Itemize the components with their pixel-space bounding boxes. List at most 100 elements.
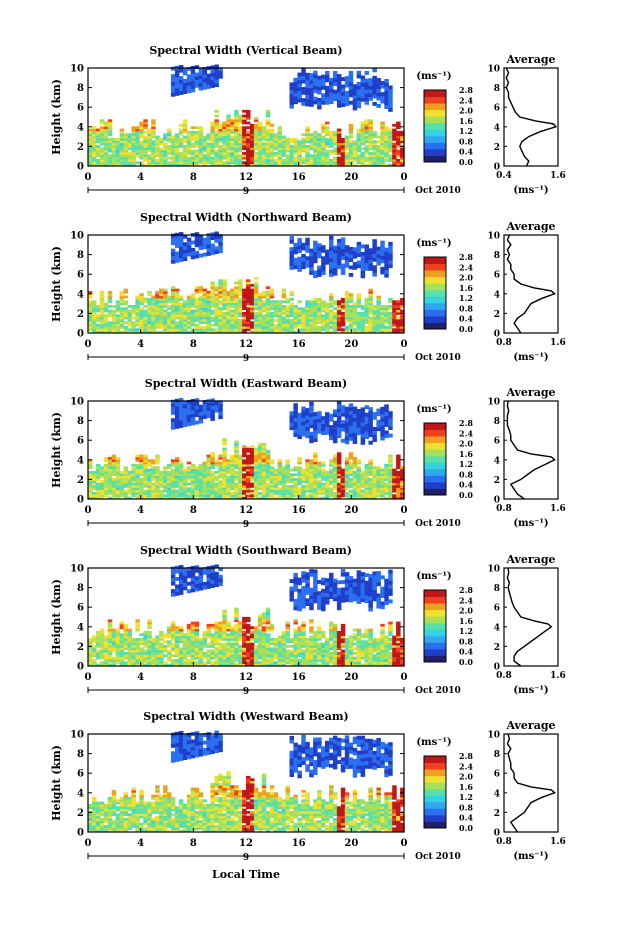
colorbar-swatch [424, 821, 446, 829]
x-tick-label: 20 [344, 838, 358, 849]
average-frame [503, 567, 559, 667]
x-tick-label: 0 [401, 505, 408, 516]
average-x-tick-label: 1.6 [550, 837, 566, 847]
colorbar-tick-label: 2.8 [459, 252, 473, 262]
x-tick-label: 16 [292, 339, 306, 350]
colorbar-swatch [424, 455, 446, 463]
colorbar-swatch [424, 788, 446, 796]
y-tick-label: 8 [77, 250, 84, 261]
colorbar-tick-label: 0.0 [459, 157, 473, 167]
colorbar-swatch [424, 302, 446, 310]
x-tick-label: 16 [292, 838, 306, 849]
average-title: Average [505, 220, 555, 233]
heatmap-cells [88, 771, 405, 833]
x-tick-label: 12 [239, 505, 253, 516]
average-y-tick-label: 0 [494, 163, 500, 173]
colorbar-tick-label: 2.4 [459, 761, 473, 771]
x-tick-label: 16 [292, 672, 306, 683]
average-x-tick-label: 0.8 [496, 338, 512, 348]
y-tick-label: 4 [77, 622, 84, 633]
colorbar-frame [423, 422, 447, 496]
colorbar-tick-label: 2.4 [459, 95, 473, 105]
average-y-tick-label: 6 [494, 437, 500, 447]
x-tick-label: 8 [190, 172, 197, 183]
x-axis-label: Local Time [212, 868, 280, 881]
colorbar-tick-label: 2.8 [459, 585, 473, 595]
colorbar: (ms⁻¹) 0.00.40.81.21.62.02.42.8 [416, 571, 473, 667]
x-tick-label: 8 [190, 838, 197, 849]
panel-title: Spectral Width (Vertical Beam) [149, 44, 342, 57]
x-tick-label: 4 [137, 838, 144, 849]
average-y-tick-label: 8 [494, 417, 500, 427]
colorbar-unit: (ms⁻¹) [416, 571, 451, 582]
x-tick-label: 8 [190, 505, 197, 516]
average-y-tick-label: 4 [494, 290, 500, 300]
y-tick-label: 8 [77, 416, 84, 427]
upper-echo-region [170, 231, 393, 279]
y-tick-label: 0 [77, 662, 84, 673]
colorbar-swatch [424, 296, 446, 304]
colorbar-swatch [424, 148, 446, 156]
average-x-tick-label: 0.8 [496, 837, 512, 847]
average-x-label: (ms⁻¹) [513, 185, 548, 196]
colorbar-tick-label: 0.4 [459, 147, 473, 157]
average-x-label: (ms⁻¹) [513, 685, 548, 696]
colorbar-tick-label: 2.0 [459, 273, 473, 283]
heatmap-cells [88, 438, 405, 500]
x-tick-label: 20 [344, 172, 358, 183]
colorbar-swatch [424, 263, 446, 271]
colorbar-swatch [424, 90, 446, 97]
average-frame [503, 67, 559, 167]
colorbar-swatch [424, 590, 446, 597]
upper-echo-region [170, 398, 393, 445]
y-tick-label: 2 [77, 142, 84, 153]
panel-2: Spectral Width (Northward Beam) 0 2 4 6 8 10 0 4… [50, 211, 566, 364]
colorbar-swatch [424, 309, 446, 317]
y-tick-label: 10 [70, 64, 84, 75]
average-line [506, 234, 556, 334]
colorbar-tick-label: 0.8 [459, 303, 473, 313]
x-tick-label: 4 [137, 339, 144, 350]
x-tick-label: 0 [401, 172, 408, 183]
colorbar-swatch [424, 808, 446, 816]
x-tick-label: 12 [239, 172, 253, 183]
colorbar-tick-label: 2.0 [459, 606, 473, 616]
x-tick-label: 0 [85, 172, 92, 183]
panel-5: Spectral Width (Westward Beam) 0 2 4 6 8 10 0 4 8… [50, 710, 566, 863]
colorbar-swatch [424, 103, 446, 111]
x-tick-label: 0 [85, 505, 92, 516]
colorbar-swatch [424, 814, 446, 822]
colorbar-swatch [424, 283, 446, 291]
colorbar-swatch [424, 468, 446, 476]
y-tick-label: 6 [77, 270, 84, 281]
colorbar-swatch [424, 622, 446, 630]
y-tick-label: 2 [77, 642, 84, 653]
x-tick-label: 16 [292, 505, 306, 516]
colorbar-swatch [424, 616, 446, 624]
y-tick-label: 10 [70, 730, 84, 741]
colorbar-swatch [424, 629, 446, 637]
colorbar-tick-label: 0.8 [459, 636, 473, 646]
colorbar-tick-label: 0.4 [459, 813, 473, 823]
colorbar-tick-label: 0.4 [459, 480, 473, 490]
colorbar-swatch [424, 782, 446, 790]
colorbar-swatch [424, 449, 446, 457]
colorbar-swatch [424, 655, 446, 663]
colorbar-tick-label: 1.2 [459, 126, 473, 136]
colorbar-unit: (ms⁻¹) [416, 404, 451, 415]
day-label: 9 [243, 853, 249, 863]
y-tick-label: 0 [77, 495, 84, 506]
average-title: Average [505, 553, 555, 566]
x-tick-label: 12 [239, 672, 253, 683]
y-tick-label: 10 [70, 231, 84, 242]
average-y-tick-label: 6 [494, 104, 500, 114]
panel-title: Spectral Width (Eastward Beam) [145, 377, 347, 390]
colorbar-tick-label: 0.8 [459, 136, 473, 146]
colorbar: (ms⁻¹) 0.00.40.81.21.62.02.42.8 [416, 737, 473, 833]
x-tick-label: 0 [401, 672, 408, 683]
average-y-tick-label: 6 [494, 271, 500, 281]
average-y-tick-label: 2 [494, 643, 500, 653]
colorbar-swatch [424, 155, 446, 163]
colorbar-swatch [424, 315, 446, 323]
day-label: 9 [243, 354, 249, 364]
